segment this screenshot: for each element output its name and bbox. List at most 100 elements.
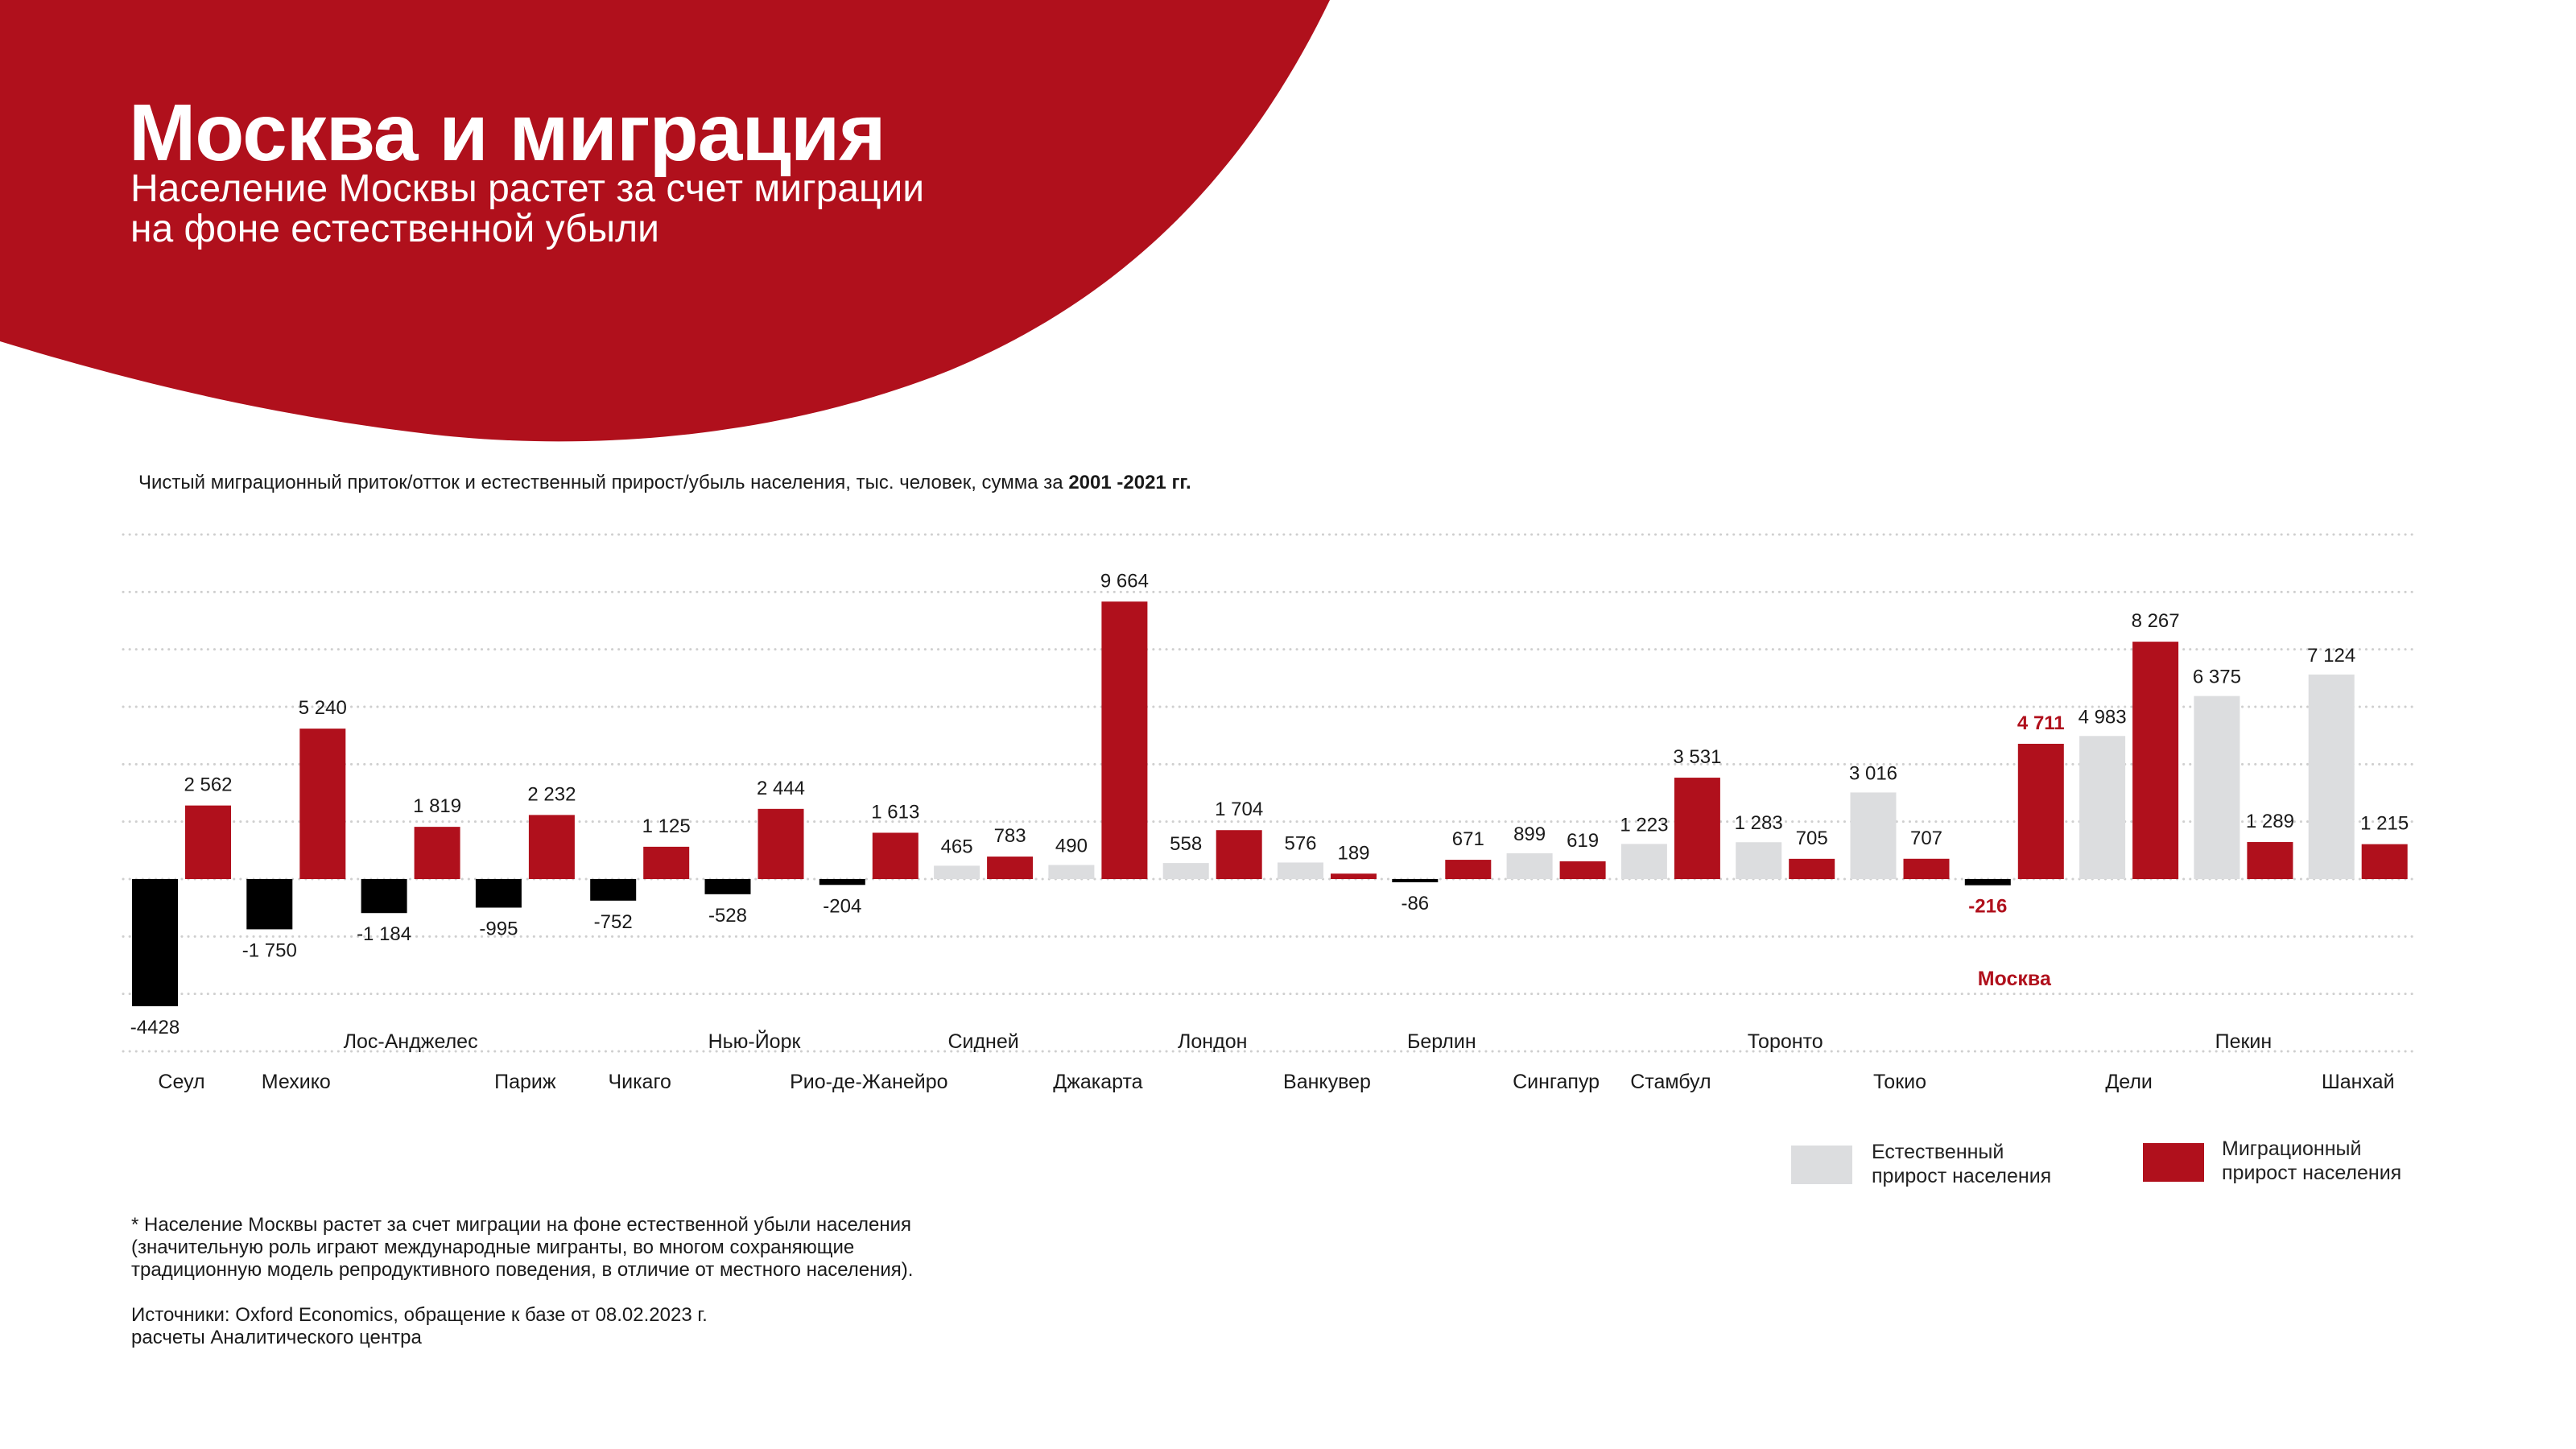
legend-swatch-natural [1791, 1146, 1852, 1184]
bar-natural-9 [1162, 863, 1209, 879]
bar-migration-8 [1101, 601, 1148, 879]
bar-natural-2 [361, 879, 407, 914]
value-label-migration-13: 3 531 [1673, 746, 1721, 768]
value-label-migration-2: 1 819 [413, 795, 461, 817]
value-label-migration-1: 5 240 [299, 697, 347, 719]
bar-natural-5 [704, 879, 751, 894]
bar-natural-12 [1506, 852, 1553, 879]
page-subtitle: Население Москвы растет за счет миграции… [130, 169, 924, 250]
value-label-migration-14: 705 [1796, 828, 1828, 849]
value-label-migration-6: 1 613 [871, 801, 919, 823]
value-label-natural-8: 490 [1055, 836, 1088, 857]
value-label-migration-9: 1 704 [1215, 799, 1263, 820]
footnote: * Население Москвы растет за счет миграц… [131, 1214, 913, 1349]
bar-natural-14 [1736, 842, 1782, 879]
chart-title: Чистый миграционный приток/отток и естес… [138, 472, 1191, 494]
category-label: Нью-Йорк [708, 1029, 802, 1053]
value-label-migration-0: 2 562 [184, 774, 232, 796]
bar-migration-15 [1903, 858, 1950, 879]
category-label: Стамбул [1630, 1071, 1711, 1093]
value-label-natural-18: 6 375 [2193, 667, 2241, 688]
category-label: Москва [1978, 968, 2052, 990]
subtitle-line-1: Население Москвы растет за счет миграции [130, 167, 925, 210]
legend-swatch-migration [2143, 1143, 2204, 1182]
category-label: Мехико [262, 1071, 331, 1093]
value-label-natural-0: -4428 [130, 1017, 180, 1038]
bar-migration-7 [987, 857, 1034, 879]
bar-migration-5 [758, 808, 804, 879]
category-label: Лондон [1178, 1030, 1247, 1053]
bar-migration-12 [1559, 861, 1606, 879]
category-label: Шанхай [2322, 1071, 2395, 1093]
category-label: Берлин [1407, 1030, 1476, 1053]
footnote-line-2: (значительную роль играют международные … [131, 1236, 855, 1258]
category-label: Чикаго [608, 1071, 671, 1093]
bar-natural-8 [1048, 865, 1095, 879]
value-label-migration-15: 707 [1910, 828, 1942, 849]
bar-migration-19 [2361, 844, 2408, 879]
category-label: Пекин [2215, 1030, 2273, 1053]
bar-natural-17 [2079, 736, 2126, 879]
bar-natural-4 [590, 879, 637, 901]
value-label-natural-7: 465 [941, 836, 973, 857]
value-label-migration-16: 4 711 [2017, 712, 2065, 734]
legend-natural-line-1: Естественный [1872, 1141, 2004, 1163]
value-label-migration-3: 2 232 [527, 783, 576, 805]
category-label: Дели [2105, 1071, 2153, 1093]
legend-migration-line-1: Миграционный [2222, 1137, 2362, 1160]
bar-migration-13 [1674, 778, 1720, 879]
value-label-migration-4: 1 125 [642, 815, 691, 837]
chart-title-period: 2001 -2021 гг. [1068, 472, 1191, 493]
value-label-migration-10: 189 [1337, 842, 1369, 864]
bar-natural-11 [1392, 879, 1439, 882]
bar-natural-15 [1850, 792, 1897, 879]
value-label-natural-3: -995 [479, 918, 518, 939]
bar-migration-17 [2132, 642, 2179, 879]
chart-bars [132, 601, 2408, 1006]
bar-natural-7 [934, 865, 980, 879]
value-label-natural-17: 4 983 [2079, 706, 2127, 728]
bar-migration-1 [299, 729, 346, 879]
bar-migration-14 [1789, 858, 1835, 879]
bar-migration-6 [872, 832, 919, 879]
bar-natural-1 [246, 879, 293, 930]
bar-migration-16 [2017, 743, 2064, 879]
value-label-natural-10: 576 [1284, 832, 1316, 854]
subtitle-line-2: на фоне естественной убыли [130, 208, 659, 250]
bar-natural-18 [2194, 696, 2240, 879]
category-label: Сидней [947, 1030, 1018, 1053]
value-label-natural-12: 899 [1513, 824, 1546, 845]
category-label: Рио-де-Жанейро [790, 1071, 947, 1093]
chart-value-labels: -4428 2 562 -1 750 5 240 -1 184 1 819 -995 2 23… [130, 570, 2409, 1038]
bar-migration-18 [2247, 842, 2293, 879]
bar-migration-3 [528, 815, 575, 879]
chart-gridlines [122, 533, 2417, 1053]
bar-natural-3 [475, 879, 522, 908]
bar-migration-0 [185, 805, 231, 879]
header-red-curve [0, 0, 1330, 442]
value-label-migration-11: 671 [1452, 828, 1484, 850]
legend-migration-line-2: прирост населения [2222, 1162, 2402, 1184]
bar-natural-10 [1278, 862, 1323, 879]
value-label-migration-8: 9 664 [1100, 570, 1149, 592]
page-title: Москва и миграция [129, 88, 886, 178]
value-label-migration-5: 2 444 [757, 778, 805, 799]
bar-natural-19 [2308, 674, 2355, 879]
legend-label-natural: Естественный прирост населения [1872, 1140, 2051, 1188]
value-label-natural-1: -1 750 [242, 939, 297, 961]
value-label-migration-18: 1 289 [2246, 811, 2294, 832]
bar-natural-6 [819, 879, 865, 886]
bar-natural-16 [1964, 879, 2011, 886]
value-label-migration-19: 1 215 [2360, 813, 2409, 835]
category-label: Ванкувер [1283, 1071, 1371, 1093]
value-label-natural-16: -216 [1968, 896, 2007, 918]
category-label: Сингапур [1513, 1071, 1600, 1093]
legend-natural-line-2: прирост населения [1872, 1165, 2052, 1187]
value-label-natural-11: -86 [1401, 893, 1429, 914]
value-label-natural-4: -752 [594, 911, 633, 933]
category-label: Джакарта [1053, 1071, 1142, 1093]
category-label: Токио [1873, 1071, 1926, 1093]
footnote-line-3: традиционную модель репродуктивного пове… [131, 1259, 914, 1281]
bar-migration-4 [643, 846, 690, 879]
